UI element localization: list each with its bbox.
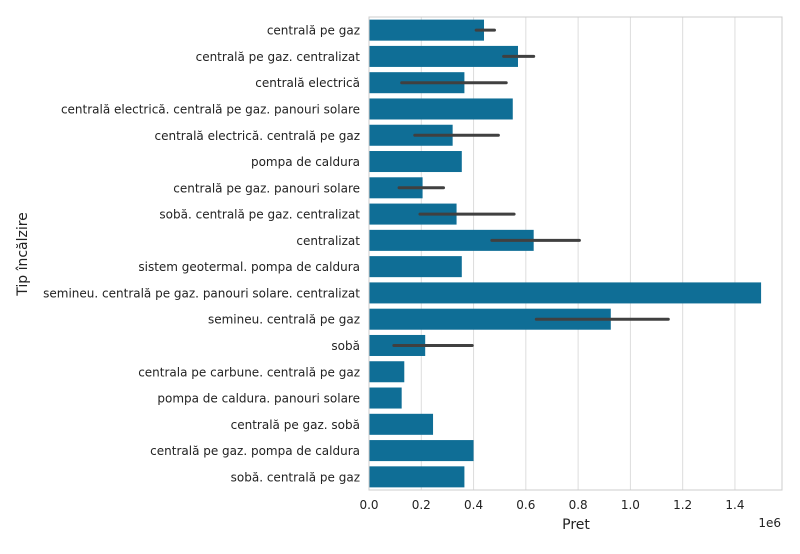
bar [369,45,518,67]
bar [369,177,423,199]
x-tick-label: 0.4 [464,498,483,512]
y-tick-labels: centrală pe gaz centrală pe gaz. centrali… [43,24,360,485]
y-axis-label: Tip încălzire [15,212,31,297]
grid [368,17,736,490]
x-tick-label: 1.4 [725,498,744,512]
bar [369,282,762,304]
y-tick-label: centrală electrică. centrală pe gaz. pan… [61,102,360,116]
y-tick-label: centrală pe gaz. pompa de caldura [150,444,360,458]
y-tick-label: sobă [331,339,360,353]
y-tick-label: semineu. centrală pe gaz. panouri solare… [43,286,360,300]
y-tick-label: centrală pe gaz. sobă [231,418,360,432]
y-tick-label: centrală electrică. centrală pe gaz [155,129,361,143]
bar [369,124,453,146]
y-tick-label: semineu. centrală pe gaz [208,313,360,327]
y-tick-label: sobă. centrală pe gaz [231,470,360,484]
bar [369,229,534,251]
x-tick-label: 1.2 [673,498,692,512]
bar [369,361,405,383]
x-tick-labels: 0.0 0.2 0.4 0.6 0.8 1.0 1.2 1.4 [359,498,744,512]
error-bars [392,28,670,347]
y-tick-label: pompa de caldura. panouri solare [157,392,360,406]
x-tick-label: 0.2 [412,498,431,512]
bar [369,98,513,120]
bar [369,308,611,330]
bar [369,413,434,435]
bar [369,19,485,41]
plot-frame [368,16,783,491]
x-tick-label: 0.0 [359,498,378,512]
bar [369,203,457,225]
y-tick-label: centrala pe carbune. centrală pe gaz [138,365,360,379]
x-tick-label: 0.8 [569,498,588,512]
bar [369,151,462,173]
bar [369,387,402,409]
y-tick-label: centrală pe gaz [267,24,360,38]
y-tick-label: pompa de caldura [251,155,360,169]
x-tick-label: 1.0 [621,498,640,512]
bar [369,466,465,488]
x-axis-offset-label: 1e6 [758,516,781,530]
bar [369,256,462,278]
bars [369,19,762,488]
y-tick-label: centrală pe gaz. centralizat [196,50,361,64]
bar [369,440,474,462]
y-tick-label: centrală electrică [255,76,360,90]
y-tick-label: centralizat [296,234,360,248]
y-tick-label: sobă. centrală pe gaz. centralizat [159,208,360,222]
y-tick-label: centrală pe gaz. panouri solare [173,181,360,195]
x-tick-label: 0.6 [516,498,535,512]
y-tick-label: sistem geotermal. pompa de caldura [138,260,360,274]
x-axis-label: Pret [562,517,590,533]
